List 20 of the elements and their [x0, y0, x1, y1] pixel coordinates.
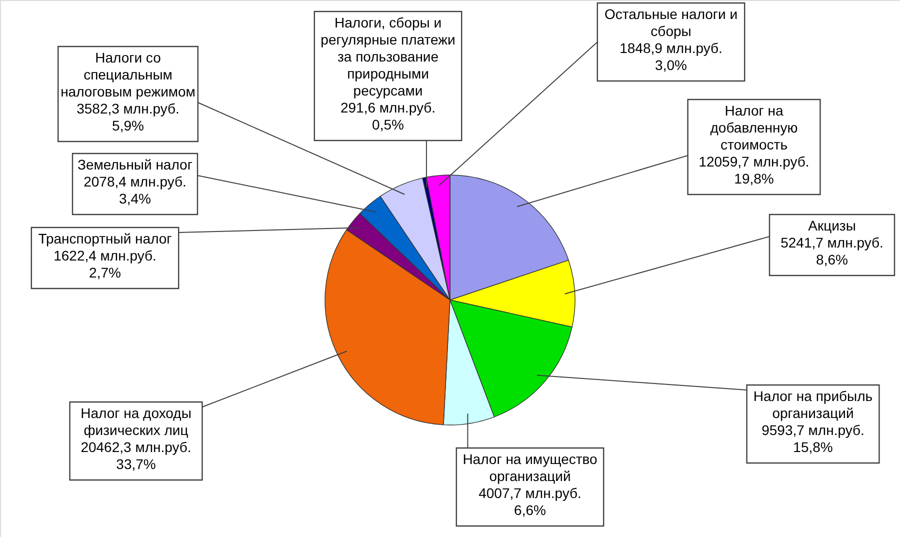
slice-label: Остальные налоги и сборы [604, 6, 738, 39]
data-label: 12059,7 млн.руб. 19,8% [698, 154, 810, 186]
slice-label: Налоги, сборы и регулярные платежи за пользование природными ресурсами [320, 14, 456, 98]
slice-label: Налог на имущество организаций [462, 451, 598, 484]
data-label: 5241,7 млн.руб. 8,6% [780, 234, 884, 268]
data-label: 20462,3 млн.руб. 33,7% [80, 439, 192, 472]
slice-label: Земельный налог [78, 156, 192, 172]
slice-label: Акцизы [808, 218, 856, 234]
slice-label: Транспортный налог [38, 230, 172, 246]
slice-label: Налог на прибыль организаций [753, 388, 873, 421]
data-label: 9593,7 млн.руб. 15,8% [762, 422, 864, 455]
data-label: 3582,3 млн.руб. 5,9% [76, 100, 180, 134]
data-label: 1848,9 млн.руб. 3,0% [620, 40, 722, 73]
slice-label: Налог на доходы физических лиц [80, 405, 192, 438]
data-label: 1622,4 млн.руб. 2,7% [54, 248, 156, 280]
slice-label: Налог на добавленную стоимость [710, 102, 798, 152]
slice-label: Налоги со специальным налоговым режимом [60, 50, 196, 100]
data-label: 2078,4 млн.руб. 3,4% [84, 174, 186, 206]
data-label: 291,6 млн.руб. 0,5% [340, 100, 436, 132]
data-label: 4007,7 млн.руб. 6,6% [478, 485, 582, 518]
